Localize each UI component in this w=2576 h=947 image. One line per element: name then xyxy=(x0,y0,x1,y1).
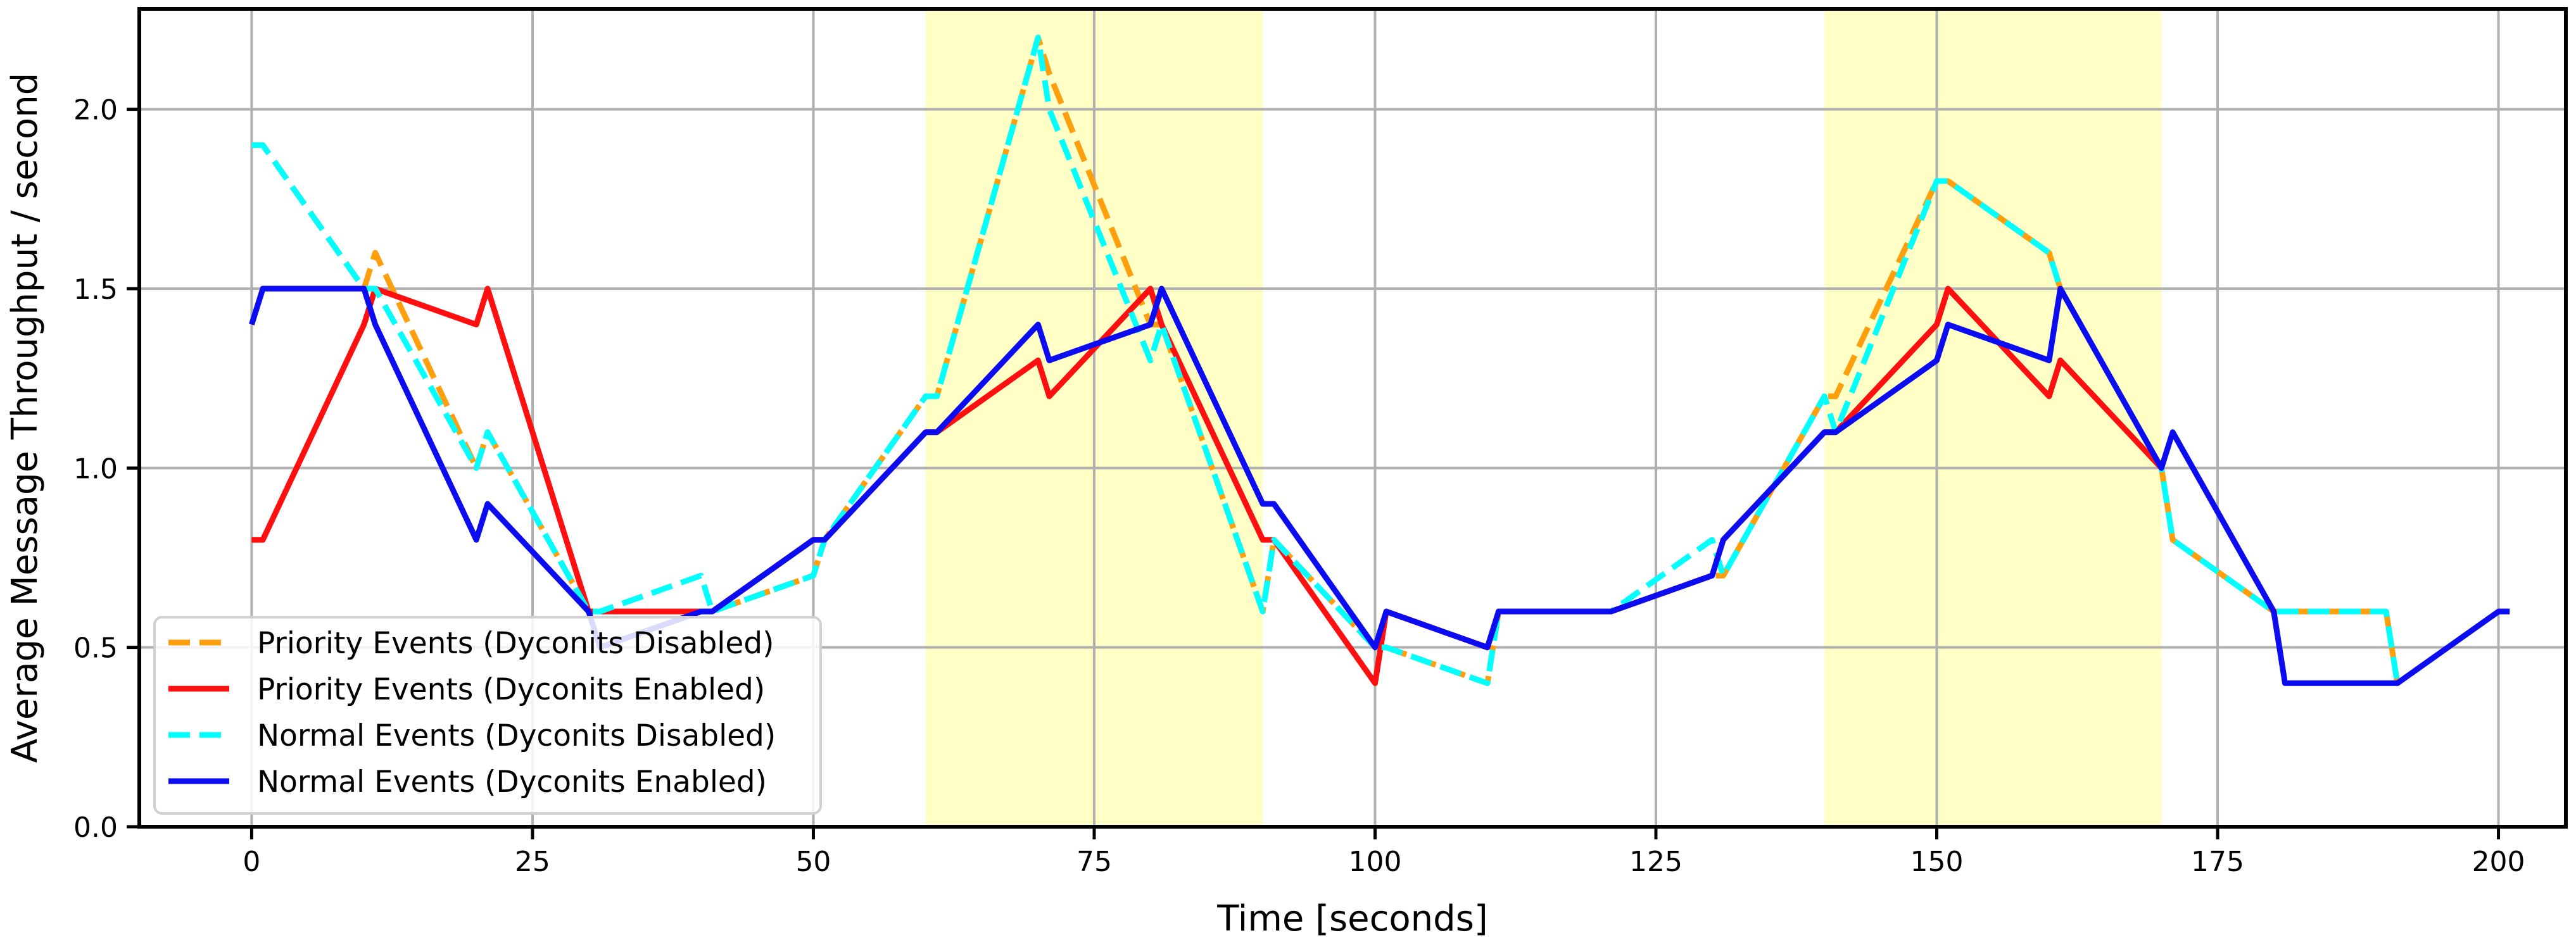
x-tick-label: 175 xyxy=(2191,846,2244,878)
highlight-region-1 xyxy=(1824,9,2162,827)
legend-label-3: Normal Events (Dyconits Enabled) xyxy=(257,765,767,800)
legend-label-1: Priority Events (Dyconits Enabled) xyxy=(257,672,765,707)
y-axis-label: Average Message Throughput / second xyxy=(4,73,46,763)
legend-label-0: Priority Events (Dyconits Disabled) xyxy=(257,626,774,661)
plot-frame xyxy=(137,7,2568,829)
x-tick-label: 25 xyxy=(515,846,550,878)
x-axis-label: Time [seconds] xyxy=(1216,898,1487,939)
x-tick-label: 100 xyxy=(1348,846,1401,878)
x-tick-label: 125 xyxy=(1629,846,1683,878)
y-tick-label: 1.0 xyxy=(73,453,118,485)
series-line-2 xyxy=(251,34,2401,686)
x-tick-label: 0 xyxy=(243,846,260,878)
series-lines xyxy=(249,34,2510,686)
y-tick-label: 1.5 xyxy=(73,273,118,306)
legend-box xyxy=(153,616,822,815)
x-tick-label: 50 xyxy=(795,846,831,878)
highlight-regions xyxy=(925,9,2162,827)
y-tick-label: 2.0 xyxy=(73,94,118,127)
legend: Priority Events (Dyconits Disabled) Prior… xyxy=(153,616,822,815)
legend-label-2: Normal Events (Dyconits Disabled) xyxy=(257,718,776,753)
axis-ticks: 0 25 50 75 100 125 150 175 200 0.0 0.5 1.0 1.5 2.0 xyxy=(73,94,2525,878)
x-tick-label: 200 xyxy=(2472,846,2525,878)
x-tick-label: 75 xyxy=(1076,846,1112,878)
y-tick-label: 0.0 xyxy=(73,812,118,844)
y-tick-label: 0.5 xyxy=(73,632,118,665)
x-tick-label: 150 xyxy=(1910,846,1964,878)
